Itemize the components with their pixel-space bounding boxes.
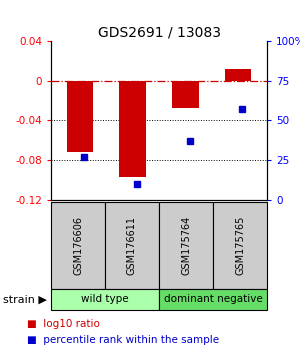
Bar [67,80,93,152]
Bar [172,80,199,108]
Text: strain ▶: strain ▶ [3,295,47,304]
Text: GSM176606: GSM176606 [73,216,83,275]
Text: dominant negative: dominant negative [164,295,262,304]
Bar [225,69,251,80]
Text: ■  log10 ratio: ■ log10 ratio [27,319,100,330]
Bar [119,80,146,177]
Text: GSM175764: GSM175764 [181,216,191,275]
Text: wild type: wild type [81,295,129,304]
Text: GSM176611: GSM176611 [127,216,137,275]
Title: GDS2691 / 13083: GDS2691 / 13083 [98,25,220,40]
Text: ■  percentile rank within the sample: ■ percentile rank within the sample [27,335,219,346]
Text: GSM175765: GSM175765 [235,216,245,275]
